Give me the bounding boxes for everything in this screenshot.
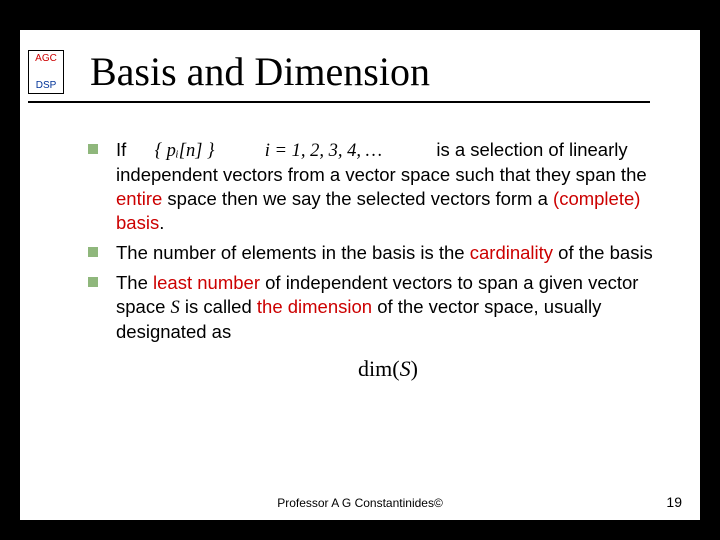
b1-entire: entire (116, 188, 162, 209)
b1-line2b: space then we say the selected vectors f… (162, 188, 553, 209)
b3-text2: is called (185, 296, 257, 317)
bullet-2: The number of elements in the basis is t… (88, 241, 688, 265)
bullet-icon (88, 247, 98, 257)
b3-least: least number (153, 272, 260, 293)
formula: dim(S) (88, 356, 688, 382)
b1-set: { pᵢ[n] } (155, 141, 215, 161)
bullet-icon (88, 277, 98, 287)
footer-page: 19 (666, 494, 682, 510)
bullet-2-text: The number of elements in the basis is t… (116, 241, 653, 265)
bullet-3-text: The least number of independent vectors … (116, 271, 688, 344)
slide-title: Basis and Dimension (90, 48, 650, 95)
logo-box: AGC DSP (28, 50, 64, 94)
body: If { pᵢ[n] } i = 1, 2, 3, 4, … is a sele… (88, 138, 688, 382)
title-block: Basis and Dimension (90, 48, 650, 105)
b1-if: If (116, 139, 126, 160)
b3-the: The (116, 272, 153, 293)
logo-top-text: AGC (29, 53, 63, 64)
bullet-icon (88, 144, 98, 154)
b3-dimension: the dimension (257, 296, 372, 317)
footer-author: Professor A G Constantinides© (20, 496, 700, 510)
slide: AGC DSP Basis and Dimension If { pᵢ[n] }… (20, 30, 700, 520)
b2-cardinality: cardinality (470, 242, 553, 263)
b2-text1: The number of elements in the basis is t… (116, 242, 470, 263)
bullet-1-text: If { pᵢ[n] } i = 1, 2, 3, 4, … is a sele… (116, 138, 688, 235)
title-underline (90, 101, 650, 105)
b1-range: i = 1, 2, 3, 4, … (265, 141, 382, 161)
b1-period: . (159, 212, 164, 233)
b3-S: S (171, 298, 180, 318)
bullet-3: The least number of independent vectors … (88, 271, 688, 344)
logo-bottom-text: DSP (29, 80, 63, 91)
b2-text2: of the basis (553, 242, 653, 263)
b1-selection: is a selection of (436, 139, 564, 160)
bullet-1: If { pᵢ[n] } i = 1, 2, 3, 4, … is a sele… (88, 138, 688, 235)
